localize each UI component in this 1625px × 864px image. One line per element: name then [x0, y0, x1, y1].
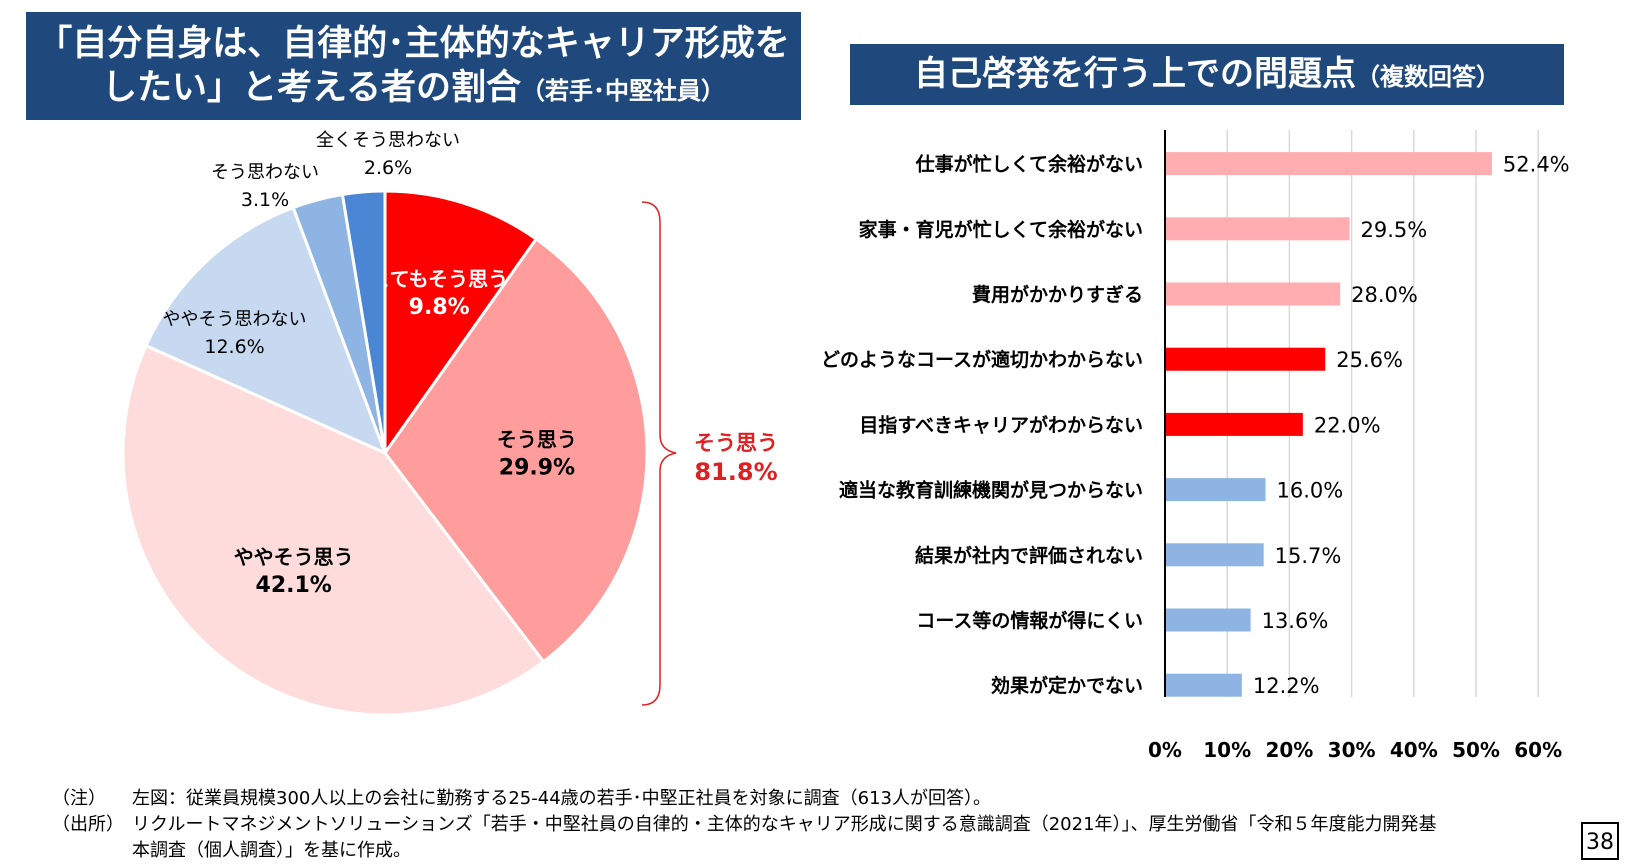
bar — [1166, 608, 1251, 632]
pie-slice-label: 全くそう思わない — [316, 130, 460, 151]
bar — [1166, 412, 1303, 436]
source-row-continued: 本調査（個人調査）」を基に作成。 — [52, 838, 1437, 864]
category-label: 目指すべきキャリアがわからない — [859, 413, 1143, 436]
category-label: 家事・育児が忙しくて余裕がない — [859, 218, 1143, 241]
bar — [1166, 543, 1264, 567]
x-tick-label: 40% — [1390, 738, 1438, 762]
bar-value-label: 52.4% — [1503, 153, 1570, 177]
pie-slice-value: 9.8% — [409, 295, 470, 320]
bar-chart-title: 自己啓発を行う上での問題点（複数回答） — [850, 44, 1564, 105]
bar-title-subtitle: （複数回答） — [1356, 63, 1500, 91]
bar-value-label: 28.0% — [1351, 283, 1418, 307]
bar-value-label: 29.5% — [1360, 218, 1427, 242]
pie-slice — [121, 343, 546, 717]
pie-slice-value: 2.6% — [364, 157, 412, 179]
page-number: 38 — [1581, 822, 1619, 860]
pie-title-line1: 「自分自身は、自律的･主体的なキャリア形成を — [37, 24, 790, 64]
pie-slice-value: 42.1% — [256, 573, 332, 598]
category-label: 結果が社内で評価されない — [915, 544, 1143, 567]
note-label: （注） — [52, 788, 106, 809]
source-row: （出所） リクルートマネジメントソリューションズ「若手・中堅社員の自律的・主体的な… — [52, 812, 1437, 838]
x-tick-label: 50% — [1452, 738, 1500, 762]
source-label-empty — [52, 838, 132, 864]
pie-slice — [383, 236, 649, 664]
category-label: コース等の情報が得にくい — [916, 609, 1143, 632]
pie-slice-label: ややそう思わない — [163, 309, 307, 330]
bar-value-label: 15.7% — [1275, 544, 1342, 568]
pie-slice-label: そう思わない — [211, 162, 319, 183]
pie-chart-title: 「自分自身は、自律的･主体的なキャリア形成を したい」と考える者の割合（若手･中… — [26, 12, 801, 120]
bar — [1166, 347, 1326, 371]
bar-chart: 仕事が忙しくて余裕がない 52.4% 家事・育児が忙しくて余裕がない 29.5% 費用が… — [821, 130, 1570, 762]
x-tick-label: 20% — [1265, 738, 1313, 762]
x-tick-label: 60% — [1514, 738, 1562, 762]
pie-title-subtitle: （若手･中堅社員） — [520, 77, 725, 105]
category-label: 費用がかかりすぎる — [972, 283, 1143, 306]
bar-value-label: 25.6% — [1336, 348, 1403, 372]
category-label: 効果が定かでない — [991, 674, 1143, 697]
bar-value-label: 22.0% — [1314, 413, 1381, 437]
x-tick-label: 30% — [1328, 738, 1376, 762]
summary-bracket — [641, 201, 677, 706]
pie-slice-label: とてもそう思う — [370, 267, 508, 291]
source-text: リクルートマネジメントソリューションズ「若手・中堅社員の自律的・主体的なキャリア… — [132, 814, 1437, 835]
pie-slice — [340, 189, 387, 454]
bar — [1166, 478, 1266, 502]
note-row: （注） 左図：従業員規模300人以上の会社に勤務する25-44歳の若手･中堅正社員… — [52, 786, 1437, 812]
category-label: 仕事が忙しくて余裕がない — [915, 153, 1143, 176]
x-tick-label: 10% — [1203, 738, 1251, 762]
bar — [1166, 673, 1242, 697]
pie-slice-value: 12.6% — [204, 336, 264, 358]
footnotes: （注） 左図：従業員規模300人以上の会社に勤務する25-44歳の若手･中堅正社員… — [52, 786, 1437, 864]
category-label: どのようなコースが適切かわからない — [821, 348, 1143, 371]
bar — [1166, 282, 1341, 306]
x-tick-label: 0% — [1148, 738, 1182, 762]
pie-slice — [383, 189, 539, 458]
source-text-continued: 本調査（個人調査）」を基に作成。 — [132, 840, 411, 861]
bar-value-label: 13.6% — [1262, 609, 1329, 633]
bar-title-main: 自己啓発を行う上での問題点 — [914, 54, 1356, 94]
pie-title-line2: したい」と考える者の割合 — [102, 68, 521, 108]
pie-slice-label: ややそう思う — [234, 545, 354, 569]
note-text: 左図：従業員規模300人以上の会社に勤務する25-44歳の若手･中堅正社員を対象… — [132, 788, 992, 809]
category-label: 適当な教育訓練機関が見つからない — [839, 479, 1143, 502]
bar — [1166, 217, 1350, 241]
pie-chart: とてもそう思う 9.8% そう思う 29.9% ややそう思う 42.1% ややそう思わない 1… — [121, 130, 778, 717]
bar-value-label: 12.2% — [1253, 674, 1320, 698]
pie-slice-value: 29.9% — [499, 455, 575, 480]
bar — [1166, 152, 1492, 176]
pie-slice-label: そう思う — [497, 427, 577, 451]
summary-value: 81.8% — [694, 458, 777, 486]
pie-slice — [144, 205, 388, 456]
source-label: （出所） — [52, 814, 124, 835]
pie-slice-value: 3.1% — [241, 189, 289, 211]
bar-value-label: 16.0% — [1277, 479, 1344, 503]
summary-label: そう思う — [694, 431, 778, 455]
